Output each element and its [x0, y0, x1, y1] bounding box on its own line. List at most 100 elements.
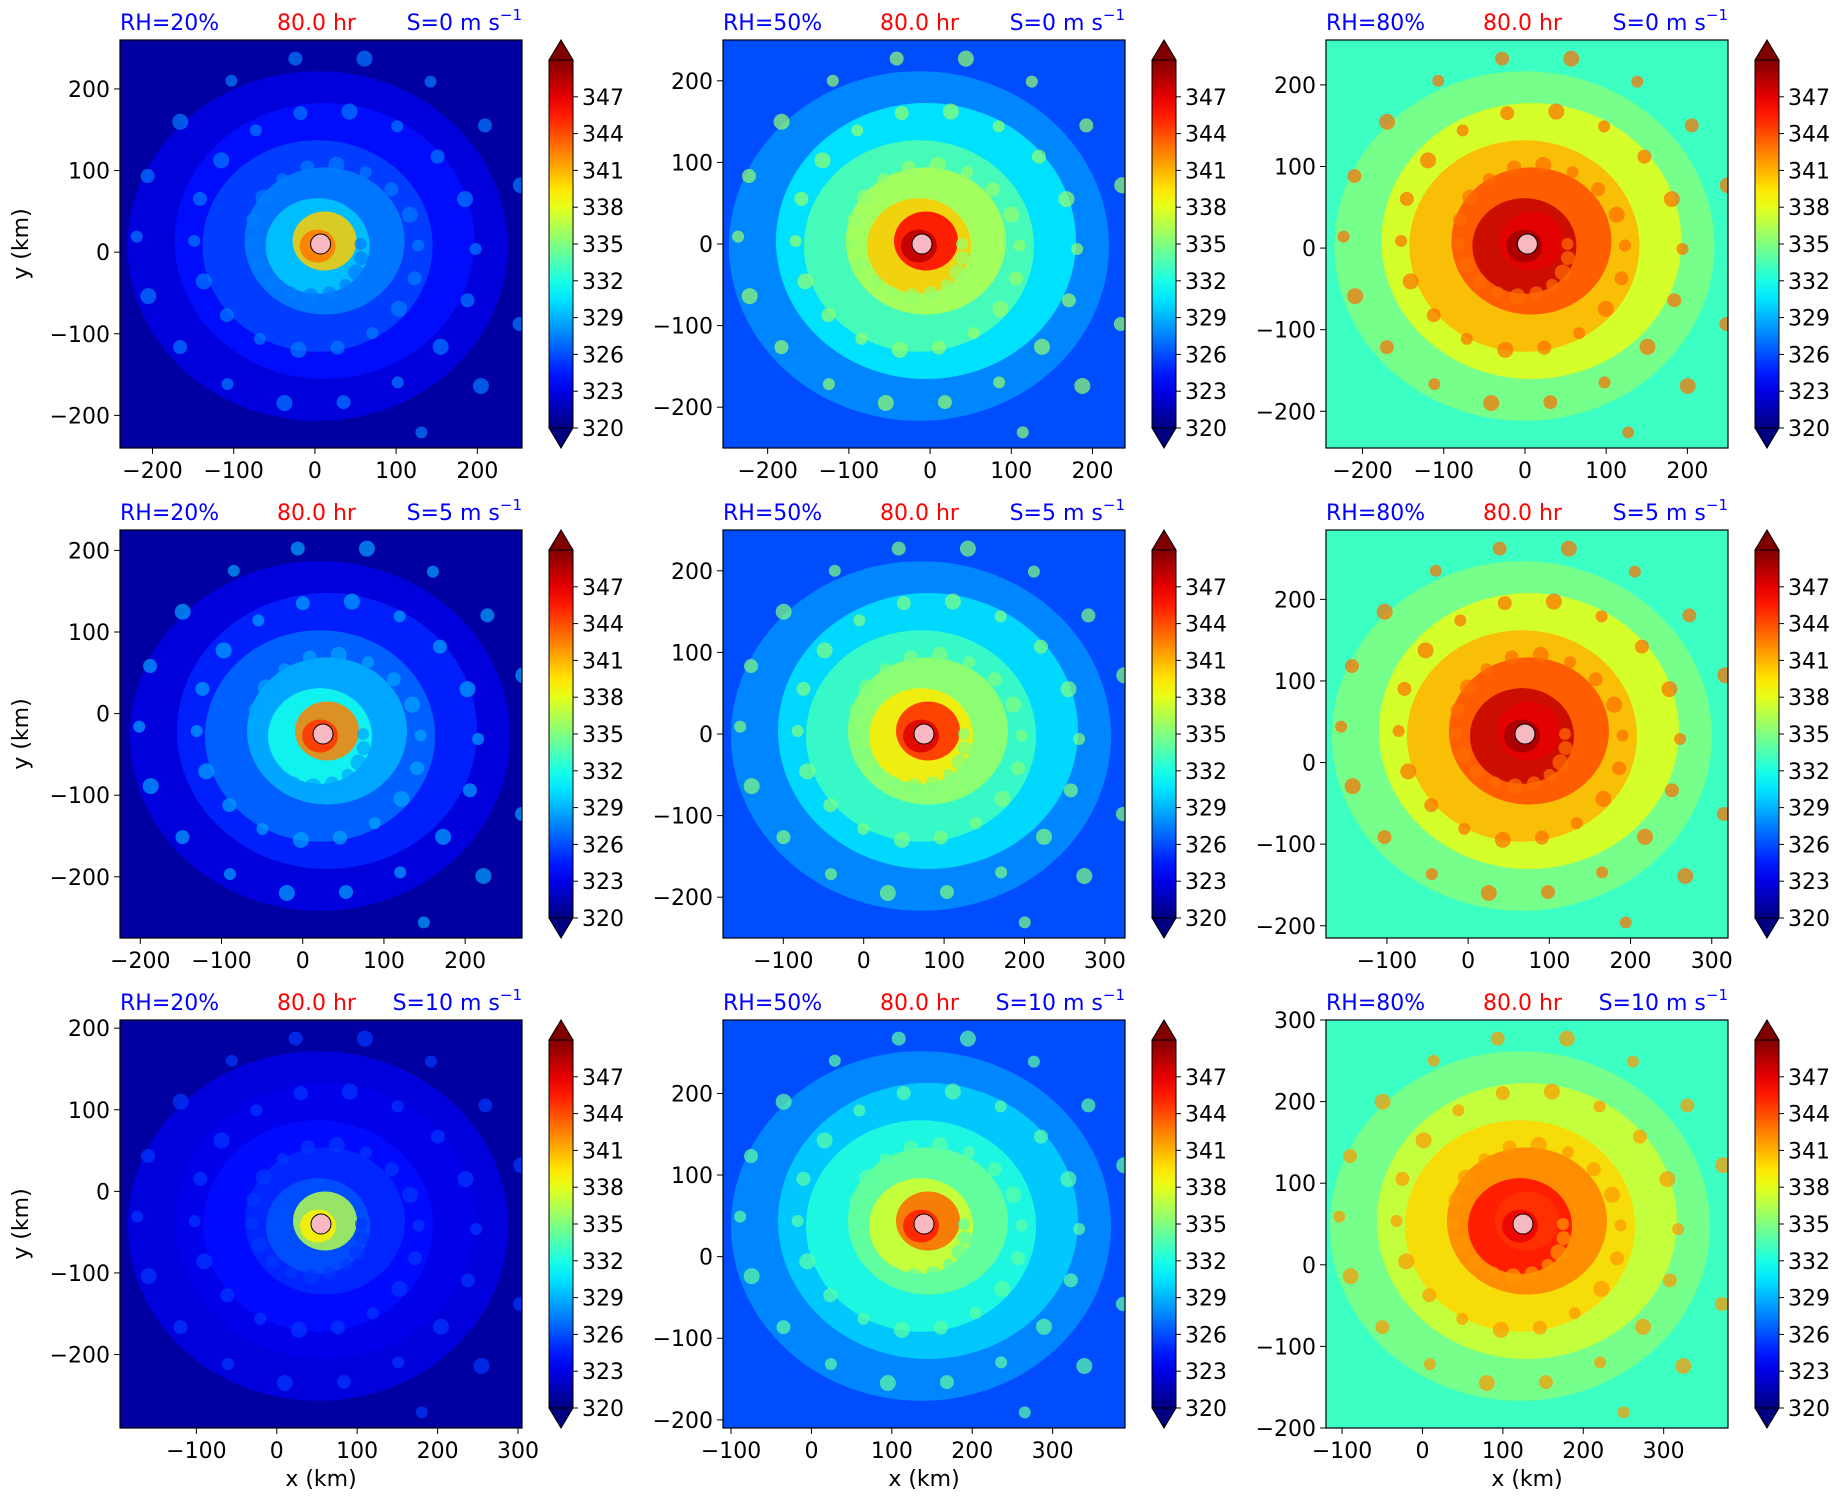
- heatmap-cell: [816, 1132, 833, 1149]
- heatmap-cell: [393, 790, 410, 807]
- heatmap-cell: [734, 720, 747, 733]
- heatmap-cell: [435, 828, 452, 845]
- heatmap-cell: [1662, 1273, 1677, 1288]
- colorbar-tick-label: 347: [1185, 86, 1227, 111]
- heatmap-cell: [341, 768, 354, 781]
- heatmap-cell: [940, 278, 953, 291]
- heatmap-cell: [1114, 177, 1125, 194]
- heatmap-cell: [1415, 1132, 1432, 1149]
- colorbar-tick-label: 335: [1788, 723, 1830, 748]
- heatmap-cell: [227, 564, 240, 577]
- heatmap-cell: [799, 1253, 816, 1270]
- heatmap-field: [120, 40, 522, 448]
- heatmap-cell: [391, 1100, 404, 1113]
- heatmap-cell: [1347, 169, 1362, 184]
- colorbar-tick-label: 344: [1185, 1103, 1227, 1128]
- heatmap-cell: [1005, 1186, 1022, 1203]
- colorbar-tick-label: 323: [582, 870, 624, 895]
- colorbar-tick-label: 320: [1185, 417, 1227, 442]
- heatmap-cell: [1115, 806, 1125, 821]
- heatmap-cell: [141, 1149, 156, 1164]
- heatmap-cell: [1595, 790, 1612, 807]
- heatmap-cell: [391, 120, 404, 133]
- heatmap-cell: [854, 1236, 871, 1253]
- colorbar: 347 344 341 338 335 332 329 326 323 320: [548, 39, 624, 449]
- colorbar-tick-label: 335: [1185, 1213, 1227, 1238]
- heatmap-cell: [1495, 1086, 1510, 1101]
- heatmap-cell: [849, 727, 862, 740]
- heatmap-cell: [853, 1104, 866, 1117]
- heatmap-cell: [1374, 1093, 1391, 1110]
- heatmap-cell: [1664, 783, 1679, 798]
- x-tick-label: 0: [1415, 1439, 1429, 1464]
- colorbar-tick-label: 335: [1185, 723, 1227, 748]
- heatmap-cell: [1375, 1320, 1390, 1335]
- heatmap-cell: [1619, 916, 1632, 929]
- heatmap-cell: [923, 286, 938, 301]
- heatmap-cell: [278, 884, 295, 901]
- colorbar-tick-label: 326: [582, 343, 624, 368]
- colorbar-tick-label: 335: [1185, 233, 1227, 258]
- heatmap-cell: [1684, 118, 1699, 133]
- heatmap-cell: [852, 256, 869, 273]
- heatmap-cell: [325, 776, 340, 791]
- heatmap-cell: [255, 1169, 272, 1186]
- heatmap-cell: [267, 764, 282, 779]
- heatmap-cell: [1504, 1268, 1521, 1285]
- heatmap-cell: [851, 124, 864, 137]
- heatmap-cell: [213, 152, 230, 169]
- x-tick-label: −200: [110, 949, 170, 974]
- x-tick-label: 100: [336, 1439, 378, 1464]
- x-tick-label: −200: [1332, 459, 1392, 484]
- heatmap-cell: [225, 1054, 238, 1067]
- heatmap-cell: [1719, 316, 1728, 331]
- heatmap-cell: [1116, 1157, 1125, 1174]
- rh-title: RH=20%: [120, 501, 219, 526]
- colorbar-tick-label: 323: [582, 1360, 624, 1385]
- heatmap-field: [120, 530, 542, 938]
- heatmap-cell: [1036, 828, 1053, 845]
- storm-center-marker: [310, 1213, 332, 1235]
- x-tick-label: 0: [1461, 949, 1475, 974]
- heatmap-cell: [1547, 450, 1561, 464]
- heatmap-cell: [1337, 230, 1350, 243]
- heatmap-cell: [433, 1318, 450, 1335]
- heatmap-cell: [530, 738, 542, 750]
- heatmap-cell: [1564, 656, 1577, 669]
- heatmap-cell: [828, 1054, 841, 1067]
- colorbar: 347 344 341 338 335 332 329 326 323 320: [1754, 1019, 1830, 1429]
- heatmap-cell: [1502, 1140, 1517, 1155]
- heatmap-cell: [823, 1288, 838, 1303]
- heatmap-cell: [248, 703, 263, 718]
- heatmap-cell: [1462, 189, 1479, 206]
- x-tick-label: 100: [1585, 459, 1627, 484]
- heatmap-cell: [857, 822, 870, 835]
- heatmap-cell: [359, 166, 372, 179]
- heatmap-cell: [886, 286, 899, 299]
- heatmap-cell: [174, 603, 191, 620]
- x-tick-label: 0: [923, 459, 937, 484]
- heatmap-cell: [469, 242, 482, 255]
- colorbar-body: [548, 549, 574, 919]
- heatmap-cell: [987, 672, 1002, 687]
- colorbar-tick-label: 347: [582, 576, 624, 601]
- heatmap-cell: [195, 681, 210, 696]
- heatmap-cell: [1663, 191, 1680, 208]
- heatmap-cell: [1554, 264, 1571, 281]
- heatmap-cell: [1074, 378, 1091, 395]
- heatmap-cell: [251, 1236, 268, 1253]
- heatmap-cell: [958, 1218, 970, 1230]
- time-title: 80.0 hr: [880, 991, 960, 1016]
- heatmap-cell: [858, 1169, 875, 1186]
- heatmap-cell: [1495, 51, 1510, 66]
- heatmap-cell: [355, 1218, 367, 1230]
- colorbar-extend-max: [1754, 39, 1780, 61]
- heatmap-cell: [393, 610, 406, 623]
- heatmap-cell: [1011, 1251, 1026, 1266]
- heatmap-cell: [1593, 1100, 1606, 1113]
- heatmap-cell: [414, 729, 427, 742]
- heatmap-cell: [512, 316, 522, 331]
- heatmap-cell: [1456, 1312, 1469, 1325]
- x-tick-label: 200: [1562, 1439, 1604, 1464]
- heatmap-cell: [336, 395, 351, 410]
